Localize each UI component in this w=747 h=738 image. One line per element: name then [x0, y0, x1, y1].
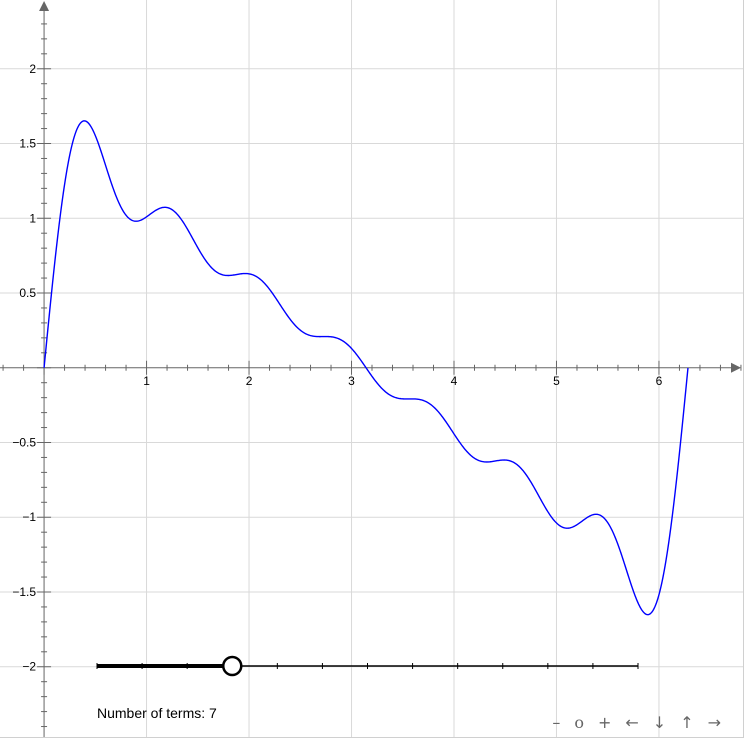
- navigation-bar: – o + ← ↓ ↑ →: [552, 713, 721, 733]
- pan-up-button[interactable]: ↑: [680, 713, 694, 732]
- y-tick-label: −2: [22, 660, 36, 674]
- x-tick-label: 2: [246, 374, 253, 388]
- y-tick-label: 1: [29, 211, 36, 225]
- zoom-reset-button[interactable]: o: [574, 713, 584, 732]
- x-tick-label: 5: [553, 374, 560, 388]
- x-tick-label: 4: [451, 374, 458, 388]
- slider-handle[interactable]: [222, 655, 243, 677]
- y-tick-label: −1.5: [12, 585, 36, 599]
- y-axis-arrow-icon: [39, 1, 50, 11]
- fourier-series-curve: [43, 120, 689, 616]
- x-tick-label: 3: [348, 374, 355, 388]
- y-tick-label: −1: [22, 510, 36, 524]
- pan-down-button[interactable]: ↓: [652, 713, 667, 732]
- x-tick-label: 1: [143, 374, 150, 388]
- x-tick-label: 6: [656, 374, 663, 388]
- zoom-in-button[interactable]: +: [597, 713, 612, 732]
- pan-right-button[interactable]: →: [707, 713, 721, 732]
- y-tick-label: 0.5: [19, 286, 36, 300]
- x-axis-arrow-icon: [731, 362, 741, 373]
- pan-left-button[interactable]: ←: [625, 713, 639, 732]
- y-tick-label: 2: [29, 62, 36, 76]
- tick-labels: 1 2 3 4 5 6 −2 −1.5 −1 −0.5 0.5 1 1.5 2: [12, 62, 662, 674]
- y-tick-label: −0.5: [12, 435, 36, 449]
- zoom-out-button[interactable]: –: [552, 713, 561, 732]
- terms-slider[interactable]: [96, 655, 639, 677]
- slider-caption: Number of terms: 7: [97, 705, 217, 721]
- y-tick-label: 1.5: [19, 137, 36, 151]
